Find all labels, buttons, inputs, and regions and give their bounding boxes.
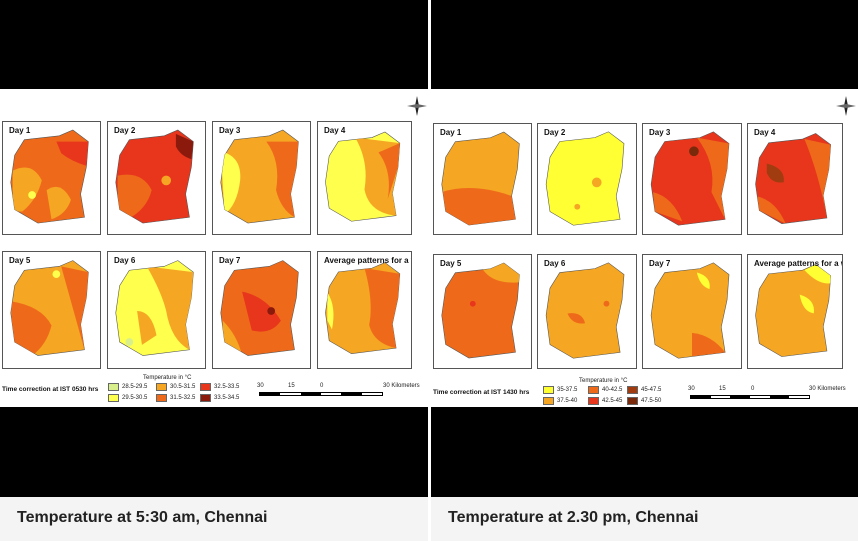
legend-item: 31.5-32.5 [156,394,195,402]
panel-label: Day 2 [114,126,136,135]
legend-title: Temperature in °C [143,375,192,381]
panel-label: Day 6 [544,259,566,268]
temperature-map-figure: Day 1 Day 2 Day 3 Day 4 Day 5 Day 6 Day … [0,89,428,407]
scale-tick: 30 [688,386,695,392]
map-panel-day-1: Day 1 [433,123,532,235]
panel-label: Average patterns for a week [754,259,842,268]
map-panel-day-6: Day 6 [107,251,206,369]
legend-item: 30.5-31.5 [156,383,195,391]
map-panel-day-2: Day 2 [537,123,637,235]
letterbox-top [0,0,428,89]
map-panel-day-1: Day 1 [2,121,101,235]
legend-title: Temperature in °C [579,378,628,384]
image-caption: Temperature at 5:30 am, Chennai [17,509,268,526]
map-panel-day-7: Day 7 [642,254,742,369]
map-panel-day-4: Day 4 [317,121,412,235]
map-panel-day-3: Day 3 [642,123,742,235]
legend-item: 45-47.5 [627,386,661,394]
scale-tick: 30 Kilometers [383,383,420,389]
panel-label: Day 1 [440,128,462,137]
legend-item: 47.5-50 [627,397,661,405]
legend-item: 33.5-34.5 [200,394,239,402]
letterbox-bottom [0,407,428,497]
legend-item: 37.5-40 [543,397,577,405]
legend-item: 40-42.5 [588,386,622,394]
legend-item: 35-37.5 [543,386,577,394]
legend-item: 42.5-45 [588,397,622,405]
map-panel-day-6: Day 6 [537,254,637,369]
panel-label: Day 7 [649,259,671,268]
panel-label: Day 5 [9,256,31,265]
scale-tick: 0 [751,386,755,392]
legend-item: 28.5-29.5 [108,383,147,391]
panel-label: Day 7 [219,256,241,265]
panel-label: Day 3 [219,126,241,135]
temperature-map-figure: Day 1 Day 2 Day 3 Day 4 Day 5 Day 6 Day … [431,89,858,407]
map-panel-day-5: Day 5 [433,254,532,369]
scale-tick: 30 [257,383,264,389]
scale-tick: 15 [719,386,726,392]
scale-bar [259,392,383,396]
map-panel-average: Average patterns for a week [747,254,843,369]
image-card-morning[interactable]: Day 1 Day 2 Day 3 Day 4 Day 5 Day 6 Day … [0,0,428,541]
time-correction-note: Time correction at IST 0530 hrs [2,386,99,393]
legend-item: 29.5-30.5 [108,394,147,402]
scale-tick: 15 [288,383,295,389]
map-panel-average: Average patterns for a week [317,251,412,369]
time-correction-note: Time correction at IST 1430 hrs [433,389,530,396]
panel-label: Day 4 [324,126,346,135]
map-panel-day-2: Day 2 [107,121,206,235]
panel-label: Day 2 [544,128,566,137]
scale-bar [690,395,810,399]
panel-label: Average patterns for a week [324,256,411,265]
north-arrow-icon [406,95,428,117]
north-arrow-icon [835,95,857,117]
map-panel-day-5: Day 5 [2,251,101,369]
legend-item: 32.5-33.5 [200,383,239,391]
letterbox-bottom [431,407,858,497]
panel-label: Day 3 [649,128,671,137]
map-panel-day-7: Day 7 [212,251,311,369]
scale-tick: 30 Kilometers [809,386,846,392]
map-panel-day-3: Day 3 [212,121,311,235]
map-panel-day-4: Day 4 [747,123,843,235]
panel-label: Day 1 [9,126,31,135]
image-caption: Temperature at 2.30 pm, Chennai [448,509,699,526]
letterbox-top [431,0,858,89]
panel-label: Day 5 [440,259,462,268]
image-card-afternoon[interactable]: Day 1 Day 2 Day 3 Day 4 Day 5 Day 6 Day … [431,0,858,541]
scale-tick: 0 [320,383,324,389]
panel-label: Day 6 [114,256,136,265]
panel-label: Day 4 [754,128,776,137]
